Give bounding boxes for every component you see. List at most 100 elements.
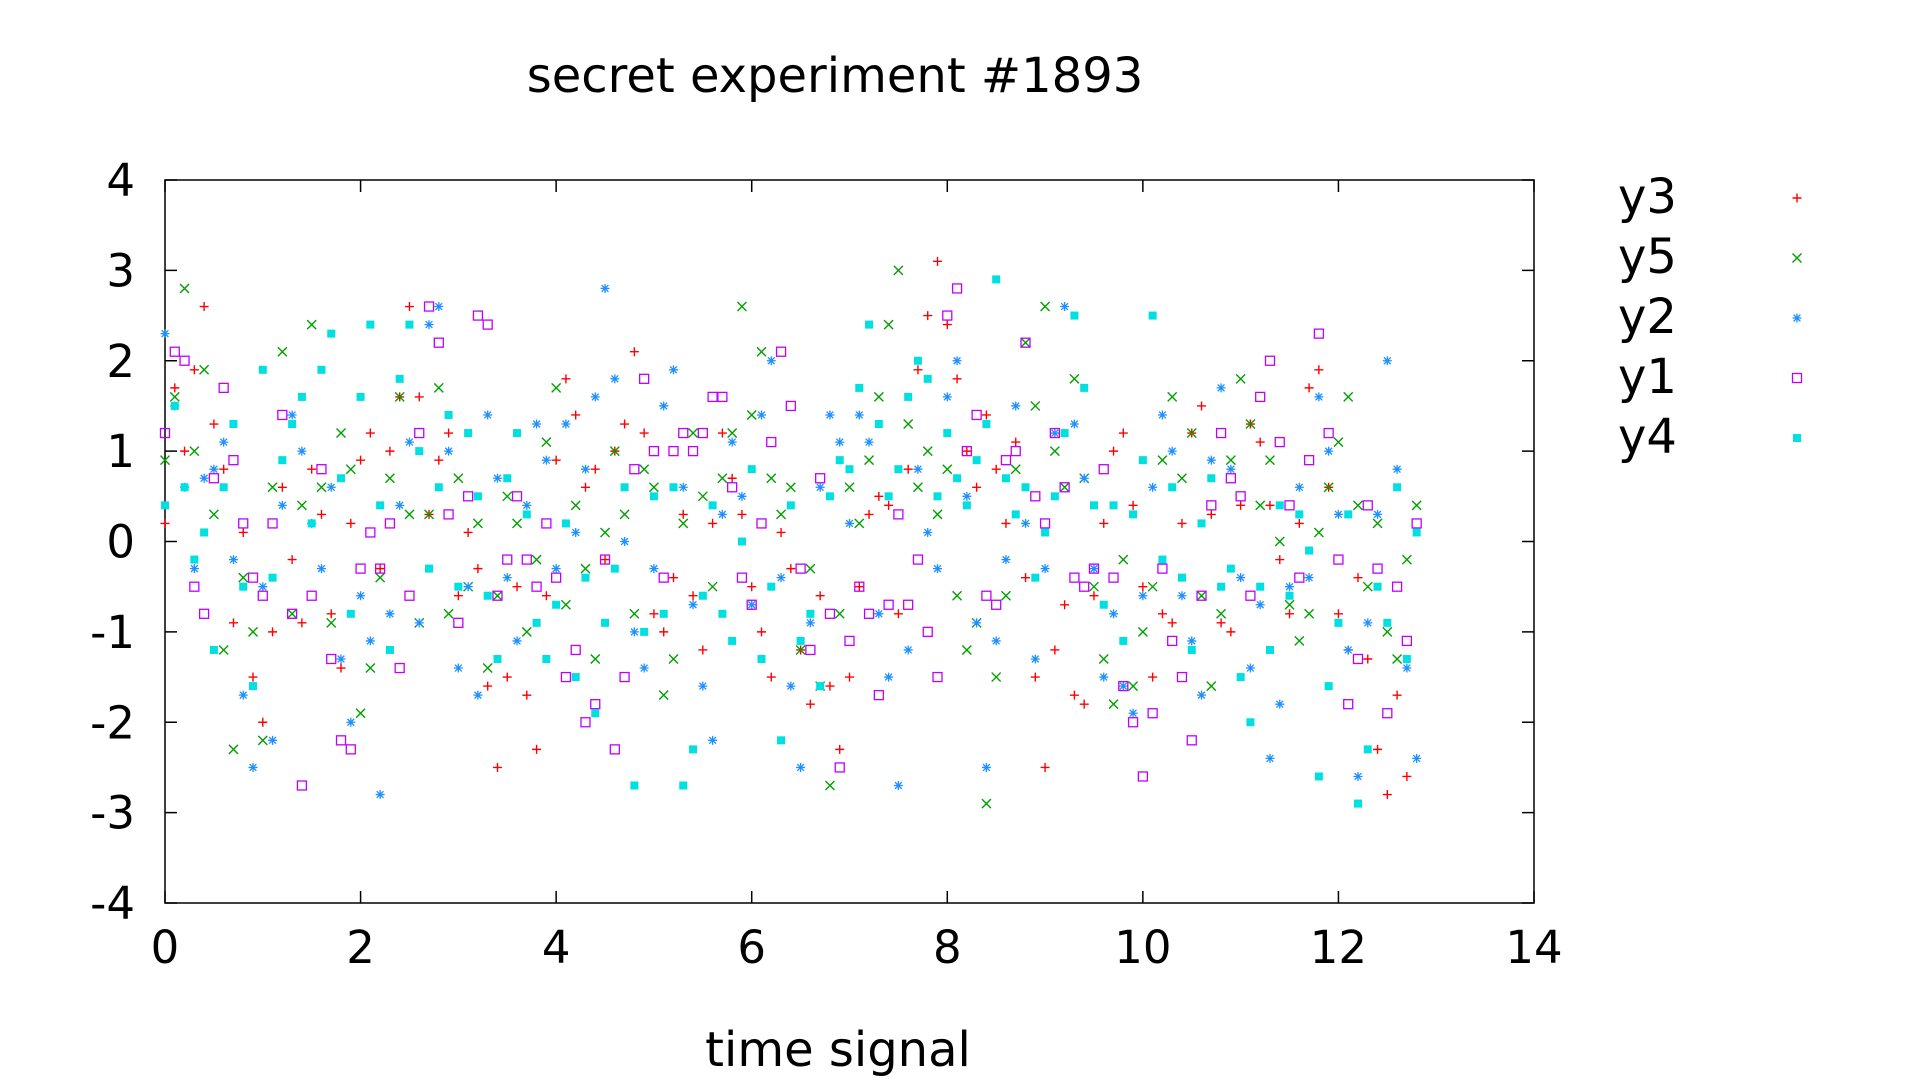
data-point-y1 [355,563,366,574]
data-point-y4 [249,682,258,691]
data-point-y3 [913,365,923,375]
data-point-y4 [591,709,600,718]
data-point-y1 [1382,708,1393,719]
data-point-y1 [766,436,777,448]
data-point-y3 [698,645,708,655]
data-point-y3 [346,518,356,528]
data-point-y4 [581,573,590,582]
data-point-y5 [600,527,611,538]
data-point-y2 [1412,753,1422,763]
data-marks [159,256,1422,809]
data-point-y3 [1255,437,1265,447]
data-point-y3 [776,527,786,537]
legend-marker-y4 [1793,434,1801,442]
data-point-y1 [1225,473,1237,484]
data-point-y4 [268,573,277,582]
data-point-y3 [668,573,678,583]
data-point-y5 [560,599,571,610]
data-point-y5 [629,608,640,619]
data-point-y1 [1391,581,1403,592]
data-point-y2 [737,491,747,501]
data-point-y2 [522,500,532,510]
data-point-y5 [834,608,845,619]
data-point-y2 [483,410,493,420]
data-point-y5 [365,663,376,674]
data-point-y1 [306,590,317,601]
data-point-y2 [590,392,600,402]
series-y2 [160,283,1422,800]
data-point-y2 [688,600,698,610]
data-point-y2 [1275,699,1285,709]
data-point-y5 [570,500,581,511]
data-point-y1 [629,464,640,475]
plot-frame [164,179,1535,904]
data-point-y4 [307,519,316,528]
data-point-y3 [942,320,952,330]
data-point-y2 [1206,455,1216,465]
data-point-y1 [1323,427,1334,439]
data-point-y4 [473,492,482,501]
data-point-y2 [1128,708,1138,718]
data-point-y4 [180,483,189,492]
data-point-y2 [1050,428,1060,438]
data-point-y3 [600,555,610,565]
data-point-y3 [307,464,317,474]
data-point-y4 [1129,510,1138,519]
data-point-y4 [327,329,336,338]
data-point-y1 [844,635,855,647]
data-point-y5 [668,653,679,664]
data-point-y5 [1069,373,1080,384]
data-point-y3 [1157,609,1167,619]
data-point-y1 [443,509,454,520]
data-point-y2 [942,392,952,402]
data-point-y4 [1011,510,1020,519]
data-point-y5 [424,509,435,520]
data-point-y2 [923,527,933,537]
data-point-y3 [1206,509,1216,519]
data-point-y4 [1060,429,1069,438]
data-point-y5 [1401,554,1412,565]
data-point-y2 [1109,609,1119,619]
data-point-y1 [179,355,190,366]
data-point-y1 [550,572,562,583]
data-point-y1 [560,671,572,683]
data-point-y2 [825,410,835,420]
data-point-y2 [1245,663,1255,673]
data-point-y1 [1333,554,1344,565]
data-point-y4 [493,654,502,663]
data-point-y1 [1411,518,1422,529]
data-point-y4 [405,320,414,329]
data-point-y1 [208,473,220,484]
data-point-y2 [893,781,903,791]
data-point-y3 [453,591,463,601]
data-point-y3 [1001,518,1011,528]
data-point-y2 [1285,582,1295,592]
legend-marker-y2 [1792,313,1802,323]
data-point-y1 [433,337,444,348]
data-point-y2 [268,735,278,745]
data-point-y3 [903,464,913,474]
data-point-y4 [1275,501,1284,510]
data-point-y5 [1372,518,1383,529]
data-point-y1 [1098,464,1109,475]
data-point-y1 [1372,563,1383,574]
data-point-y1 [1196,590,1207,601]
data-point-y1 [169,346,180,357]
data-point-y2 [639,663,649,673]
data-point-y2 [404,437,414,447]
data-point-y1 [1206,500,1217,511]
data-point-y4 [679,781,688,790]
data-point-y5 [512,518,523,529]
data-point-y5 [541,437,552,448]
data-point-y2 [297,446,307,456]
data-point-y2 [962,491,972,501]
data-point-y4 [659,609,668,618]
y-tick-label: -2 [90,696,135,749]
x-tick-label: 8 [933,921,962,974]
data-point-y2 [796,762,806,772]
data-point-y2 [287,410,297,420]
data-point-y4 [317,365,326,374]
data-point-y5 [453,473,464,484]
data-point-y5 [1118,554,1129,565]
data-point-y2 [160,329,170,339]
